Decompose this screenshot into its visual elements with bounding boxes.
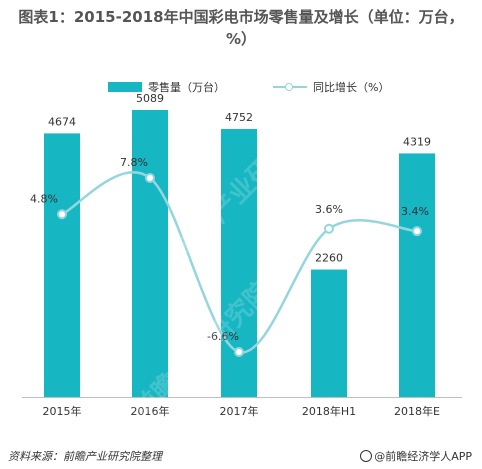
- legend-item-bar: 零售量（万台）: [108, 79, 225, 95]
- legend-line-label: 同比增长（%）: [313, 81, 390, 94]
- growth-value-label: 3.4%: [401, 205, 429, 218]
- growth-point: [145, 173, 155, 183]
- x-tick-label: 2018年H1: [302, 404, 356, 418]
- bar: [399, 153, 435, 397]
- growth-value-label: 7.8%: [120, 156, 148, 169]
- bar-value-label: 4674: [48, 115, 76, 128]
- legend: 零售量（万台） 同比增长（%）: [0, 79, 482, 95]
- x-tick-label: 2015年: [43, 404, 82, 418]
- footer: 资料来源：前瞻产业研究院整理 @前瞻经济学人APP: [0, 442, 482, 469]
- chart-title: 图表1：2015-2018年中国彩电市场零售量及增长（单位：万台，%）: [18, 8, 464, 48]
- x-tick-label: 2018年E: [394, 404, 440, 418]
- x-tick-label: 2017年: [220, 404, 259, 418]
- bar-value-label: 4319: [403, 135, 431, 148]
- brand-logo-icon: [360, 450, 373, 462]
- bar-value-label: 5089: [136, 92, 164, 105]
- growth-value-label: -6.6%: [207, 330, 239, 343]
- growth-point: [412, 226, 422, 237]
- bar: [132, 110, 168, 397]
- legend-bar-label: 零售量（万台）: [148, 81, 225, 94]
- bar: [311, 269, 347, 397]
- growth-point: [324, 223, 334, 234]
- legend-line-swatch: [273, 82, 307, 92]
- source-note: 资料来源：前瞻产业研究院整理: [8, 450, 162, 463]
- bar-value-label: 4752: [225, 111, 253, 124]
- legend-item-line: 同比增长（%）: [273, 79, 389, 95]
- x-tick-label: 2016年: [131, 404, 170, 418]
- growth-value-label: 4.8%: [30, 192, 58, 205]
- growth-value-label: 3.6%: [315, 203, 343, 216]
- growth-point: [234, 347, 244, 357]
- brand-credit: @前瞻经济学人APP: [360, 448, 472, 464]
- growth-point: [57, 209, 67, 220]
- legend-bar-swatch: [108, 82, 142, 92]
- brand-label: @前瞻经济学人APP: [374, 450, 472, 463]
- bar: [44, 133, 80, 397]
- bar-value-label: 2260: [315, 252, 343, 265]
